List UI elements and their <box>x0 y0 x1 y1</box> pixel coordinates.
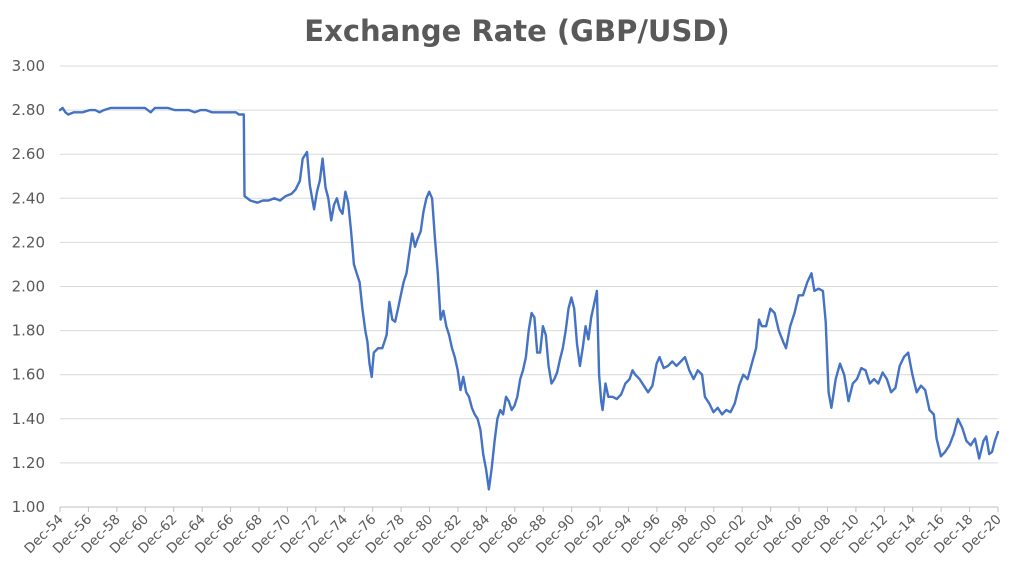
y-tick-label: 2.40 <box>12 189 45 207</box>
y-tick-label: 2.60 <box>12 145 45 163</box>
series-line <box>58 106 1000 491</box>
gridlines <box>60 65 998 464</box>
y-tick-label: 1.20 <box>12 454 45 472</box>
chart-title: Exchange Rate (GBP/USD) <box>304 14 729 48</box>
y-tick-label: 2.20 <box>12 233 45 251</box>
y-tick-label: 1.60 <box>12 366 45 384</box>
y-tick-label: 1.40 <box>12 410 45 428</box>
y-tick-label: 3.00 <box>12 57 45 75</box>
y-tick-label: 2.80 <box>12 101 45 119</box>
x-axis-ticks: Dec-54Dec-56Dec-58Dec-60Dec-62Dec-64Dec-… <box>21 507 1005 557</box>
y-tick-label: 1.00 <box>12 498 45 516</box>
series-group <box>58 106 1000 491</box>
y-tick-label: 2.00 <box>12 278 45 296</box>
y-tick-label: 1.80 <box>12 322 45 340</box>
y-axis-ticks: 1.00 1.20 1.40 1.60 1.80 2.00 2.20 2.40 2.60 2.80… <box>12 57 45 516</box>
